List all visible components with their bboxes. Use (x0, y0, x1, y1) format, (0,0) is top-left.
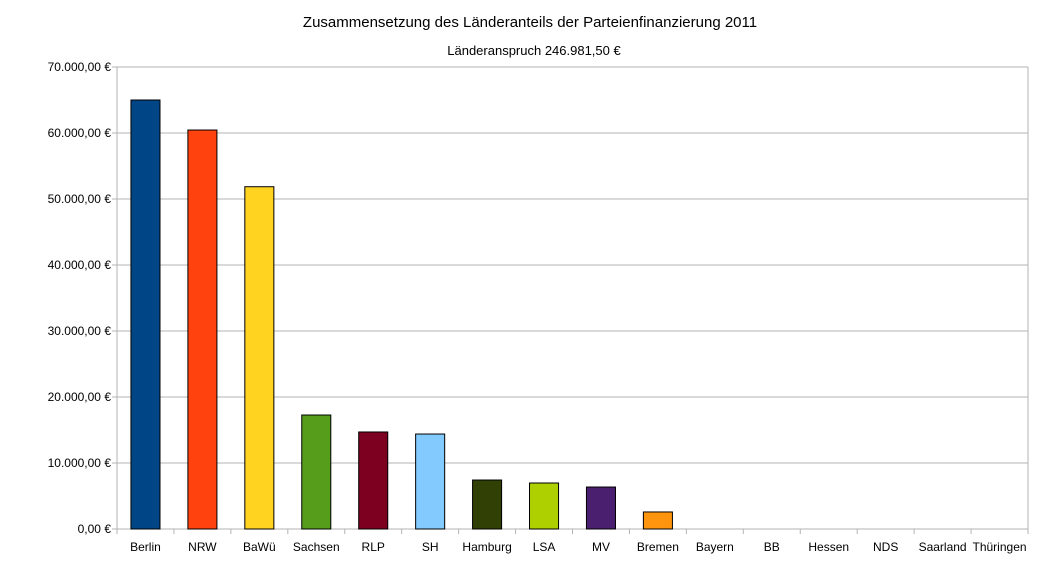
y-tick-label: 30.000,00 € (48, 324, 112, 338)
bar-bawü (244, 186, 275, 530)
y-tick-label: 40.000,00 € (48, 258, 112, 272)
chart-subtitle: Länderanspruch 246.981,50 € (447, 43, 621, 58)
bars (130, 99, 673, 530)
y-tick-label: 70.000,00 € (48, 60, 112, 74)
x-tick-label: SH (422, 540, 439, 554)
bar-rlp (358, 431, 389, 530)
bar-berlin (130, 99, 161, 530)
y-axis-ticks: 0,00 € 10.000,00 € 20.000,00 € 30.000,00 € 4… (48, 60, 117, 536)
x-tick-label: RLP (362, 540, 385, 554)
x-tick-label: Hessen (808, 540, 849, 554)
bar-bremen (642, 511, 673, 530)
y-tick-label: 10.000,00 € (48, 456, 112, 470)
bar-mv (585, 486, 616, 530)
x-tick-label: Bremen (637, 540, 679, 554)
y-tick-label: 20.000,00 € (48, 390, 112, 404)
bar-sh (415, 433, 446, 530)
x-tick-label: Hamburg (462, 540, 511, 554)
x-tick-label: Bayern (696, 540, 734, 554)
y-tick-label: 0,00 € (78, 522, 112, 536)
bar-hamburg (472, 479, 503, 530)
x-tick-label: NDS (873, 540, 898, 554)
x-tick-label: MV (592, 540, 610, 554)
x-tick-label: LSA (533, 540, 556, 554)
y-tick-label: 60.000,00 € (48, 126, 112, 140)
bar-lsa (529, 482, 560, 530)
x-tick-label: Saarland (919, 540, 967, 554)
bar-sachsen (301, 414, 332, 530)
x-tick-label: BB (764, 540, 780, 554)
bar-nrw (187, 129, 218, 530)
x-tick-label: Thüringen (973, 540, 1027, 554)
x-tick-label: BaWü (243, 540, 276, 554)
x-tick-label: Sachsen (293, 540, 340, 554)
x-axis-ticks: Berlin NRW BaWü Sachsen RLP SH Hamburg LSA MV Bre… (116, 529, 1029, 554)
x-tick-label: Berlin (130, 540, 161, 554)
x-tick-label: NRW (188, 540, 217, 554)
chart-title: Zusammensetzung des Länderanteils der Pa… (303, 14, 757, 31)
y-tick-label: 50.000,00 € (48, 192, 112, 206)
